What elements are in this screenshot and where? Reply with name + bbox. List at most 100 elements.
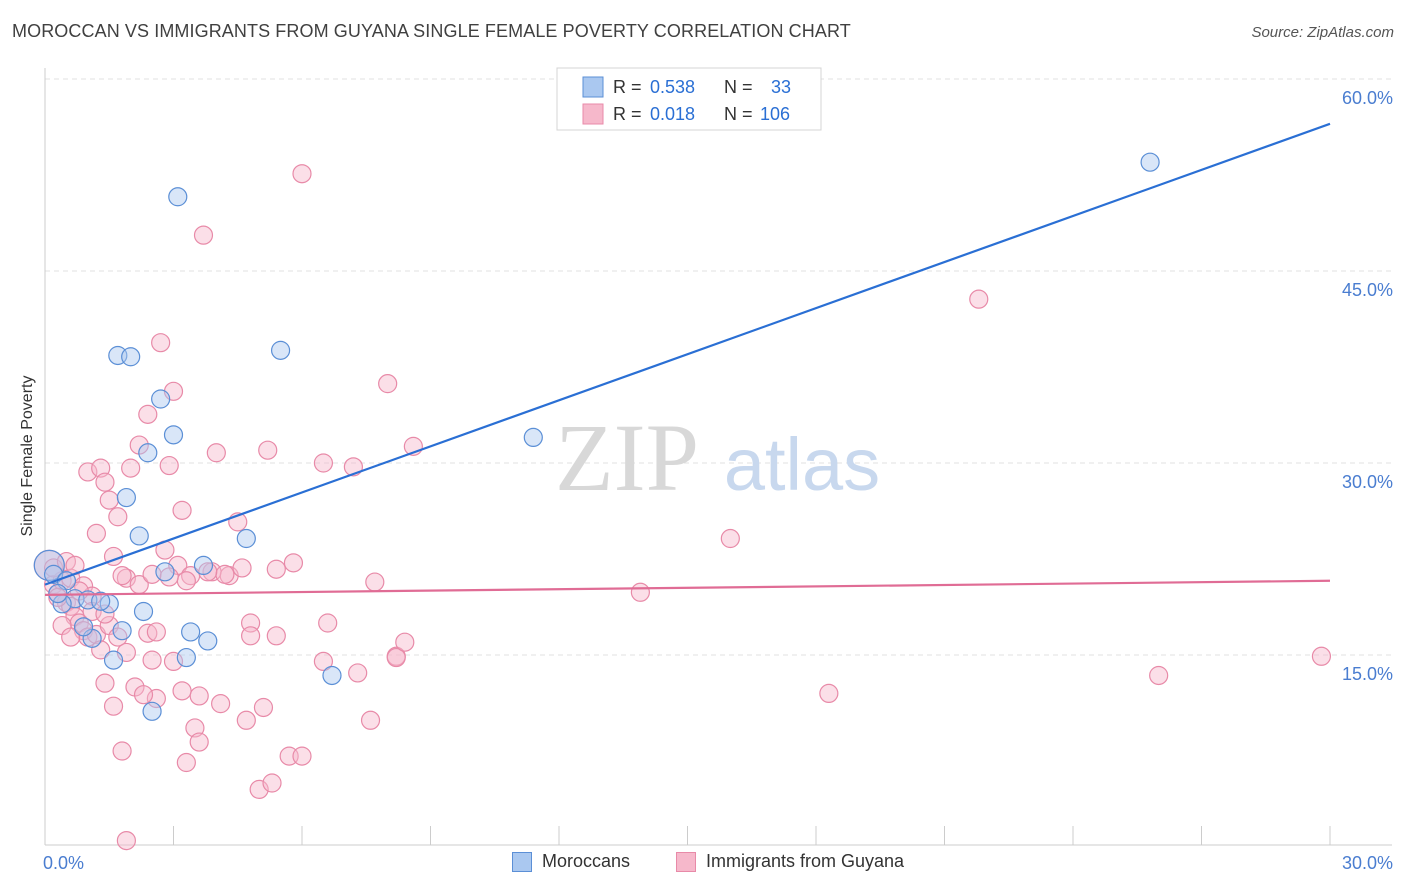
data-point: [198, 631, 218, 651]
x-tick-label: 0.0%: [43, 853, 84, 873]
data-point: [313, 453, 334, 473]
data-point: [262, 773, 282, 793]
data-point: [292, 746, 312, 766]
data-point: [318, 613, 338, 633]
data-point: [236, 528, 256, 549]
data-point: [241, 626, 261, 646]
data-point: [138, 404, 158, 424]
data-point: [146, 622, 166, 642]
data-point: [73, 617, 94, 637]
legend-label-moroccans: Moroccans: [542, 851, 631, 871]
data-point: [112, 741, 132, 761]
data-point: [133, 685, 154, 705]
watermark: ZIP atlas: [555, 404, 880, 511]
data-point: [378, 374, 398, 394]
data-point: [103, 650, 124, 670]
legend-swatch-pink: [582, 103, 604, 125]
legend-n-label: N =: [724, 104, 753, 124]
axes: [44, 68, 1392, 846]
y-tick-label: 45.0%: [1342, 280, 1393, 300]
data-point: [630, 582, 650, 602]
data-point: [163, 425, 184, 445]
data-point: [266, 626, 286, 646]
series-moroccans-points: [33, 152, 1160, 721]
data-point: [95, 673, 115, 693]
data-point: [270, 340, 291, 360]
data-point: [112, 566, 132, 586]
watermark-atlas: atlas: [724, 423, 880, 506]
data-point: [969, 289, 989, 309]
data-point: [176, 647, 196, 668]
data-point: [116, 487, 136, 508]
correlation-legend: R = 0.538 N = 33 R = 0.018 N = 106: [556, 67, 822, 131]
data-point: [258, 440, 278, 460]
data-point: [155, 562, 175, 582]
source-label: Source: ZipAtlas.com: [1251, 24, 1394, 41]
data-point: [292, 164, 312, 184]
data-point: [236, 710, 256, 730]
series-legend: Moroccans Immigrants from Guyana: [0, 851, 1406, 879]
data-point: [121, 458, 141, 478]
data-point: [313, 651, 334, 672]
y-tick-label: 60.0%: [1342, 88, 1393, 108]
data-point: [133, 601, 154, 622]
data-point: [121, 347, 141, 367]
data-point: [395, 632, 415, 652]
legend-n-value: 33: [771, 77, 791, 97]
watermark-zip: ZIP: [555, 404, 699, 511]
data-point: [720, 528, 740, 549]
data-point: [819, 683, 839, 704]
data-point: [78, 462, 98, 482]
legend-item-moroccans[interactable]: Moroccans: [512, 851, 630, 872]
data-point: [168, 187, 188, 207]
data-point: [386, 647, 406, 668]
data-point: [142, 701, 162, 721]
legend-r-label: R =: [613, 77, 642, 97]
data-point: [159, 455, 179, 476]
data-point: [112, 621, 132, 641]
data-point: [95, 604, 115, 624]
data-point: [193, 225, 214, 245]
data-point: [176, 752, 196, 773]
data-point: [151, 333, 171, 353]
data-point: [172, 500, 192, 520]
data-point: [189, 686, 209, 706]
data-point: [211, 694, 231, 714]
data-point: [365, 572, 385, 592]
data-point: [253, 697, 274, 718]
data-point: [99, 490, 119, 510]
data-point: [138, 443, 158, 463]
legend-swatch-guyana: [676, 851, 696, 872]
data-point: [1140, 152, 1160, 172]
trend-line-moroccans: [44, 122, 1331, 586]
tick-labels: 15.0% 30.0% 45.0% 60.0% 0.0% 30.0%: [43, 88, 1393, 873]
data-point: [283, 553, 304, 573]
data-point: [360, 710, 381, 730]
data-point: [181, 622, 201, 642]
trend-line-guyana: [44, 579, 1331, 596]
data-point: [108, 507, 128, 527]
legend-item-guyana[interactable]: Immigrants from Guyana: [676, 851, 904, 872]
legend-r-label: R =: [613, 104, 642, 124]
data-point: [151, 389, 171, 409]
chart-title: MOROCCAN VS IMMIGRANTS FROM GUYANA SINGL…: [12, 21, 851, 41]
data-point: [142, 650, 162, 670]
y-tick-label: 30.0%: [1342, 472, 1393, 492]
legend-swatch-blue: [582, 76, 604, 98]
data-point: [61, 627, 81, 647]
data-point: [91, 591, 111, 611]
data-point: [172, 681, 192, 701]
data-point: [103, 696, 124, 716]
y-tick-label: 15.0%: [1342, 664, 1393, 684]
trend-lines: [44, 122, 1331, 596]
data-point: [86, 523, 107, 544]
data-point: [189, 732, 209, 752]
legend-n-label: N =: [724, 77, 753, 97]
data-point: [193, 555, 214, 576]
data-point: [523, 427, 543, 447]
data-point: [176, 571, 196, 591]
legend-swatch-moroccans: [512, 851, 532, 872]
legend-r-value: 0.018: [650, 104, 695, 124]
data-point: [266, 559, 286, 579]
